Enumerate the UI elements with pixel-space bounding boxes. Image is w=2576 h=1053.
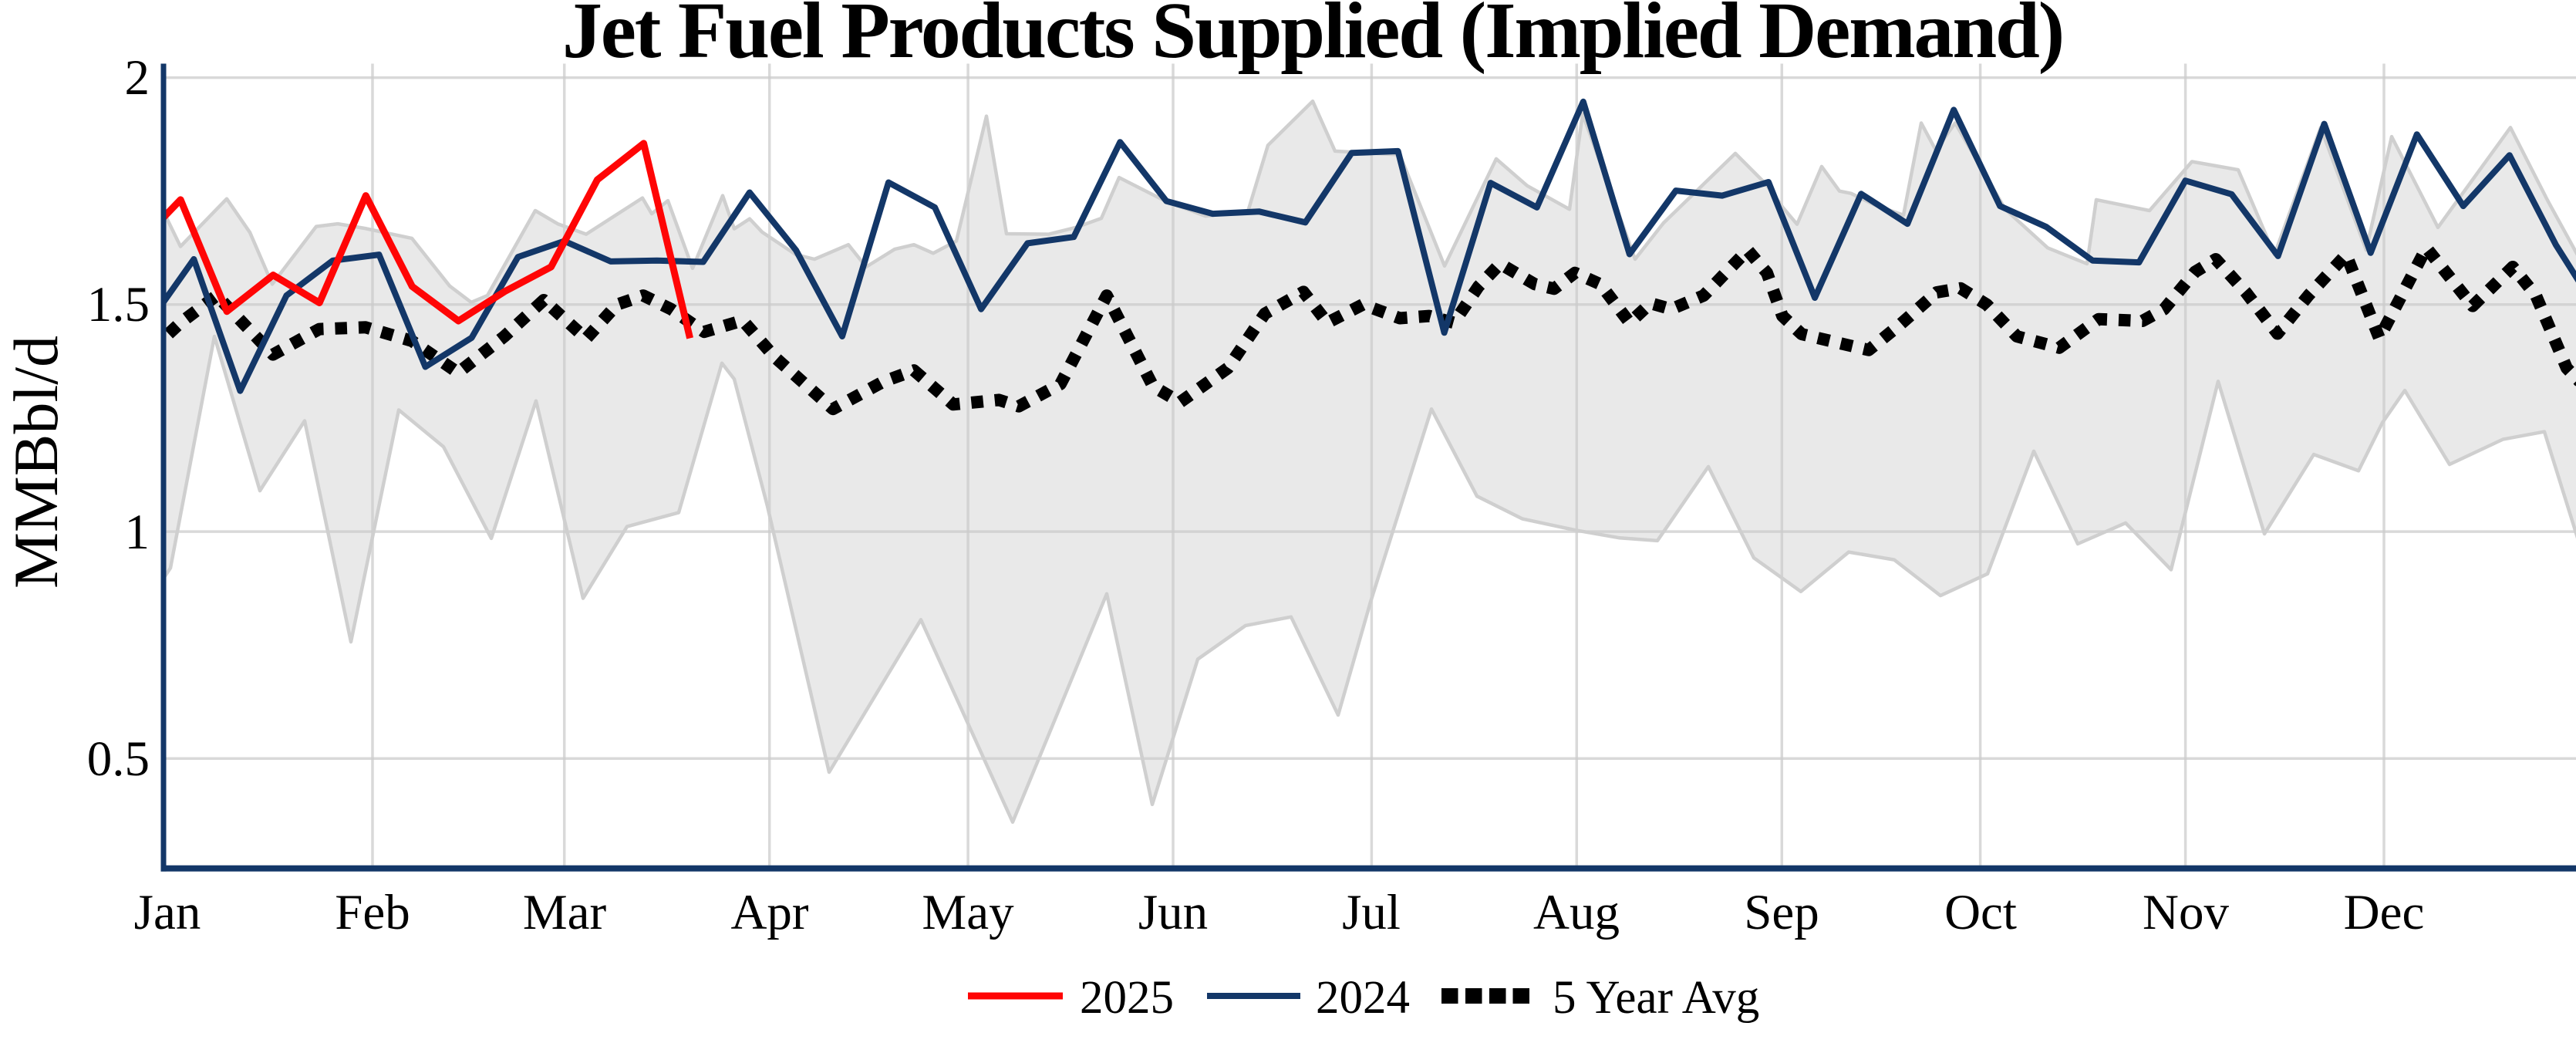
svg-text:Jan: Jan <box>134 885 201 940</box>
svg-text:Aug: Aug <box>1533 885 1620 940</box>
svg-text:Jun: Jun <box>1138 885 1208 940</box>
svg-text:Nov: Nov <box>2143 885 2229 940</box>
svg-text:0.5: 0.5 <box>87 731 150 787</box>
svg-text:MMBbl/d: MMBbl/d <box>1 336 71 589</box>
svg-text:Feb: Feb <box>335 885 410 940</box>
svg-text:Mar: Mar <box>523 885 607 940</box>
svg-text:2: 2 <box>125 50 150 106</box>
svg-text:5 Year Avg: 5 Year Avg <box>1553 972 1759 1024</box>
svg-text:1: 1 <box>125 505 150 560</box>
svg-text:2024: 2024 <box>1316 972 1410 1024</box>
svg-text:Sep: Sep <box>1744 885 1819 940</box>
svg-text:2025: 2025 <box>1080 972 1174 1024</box>
svg-text:May: May <box>922 885 1014 940</box>
svg-text:Jet Fuel Products Supplied (Im: Jet Fuel Products Supplied (Implied Dema… <box>562 0 2063 75</box>
svg-text:Jul: Jul <box>1342 885 1401 940</box>
svg-text:Apr: Apr <box>730 885 808 940</box>
svg-text:Dec: Dec <box>2344 885 2425 940</box>
svg-text:Oct: Oct <box>1944 885 2017 940</box>
svg-text:1.5: 1.5 <box>87 277 150 332</box>
